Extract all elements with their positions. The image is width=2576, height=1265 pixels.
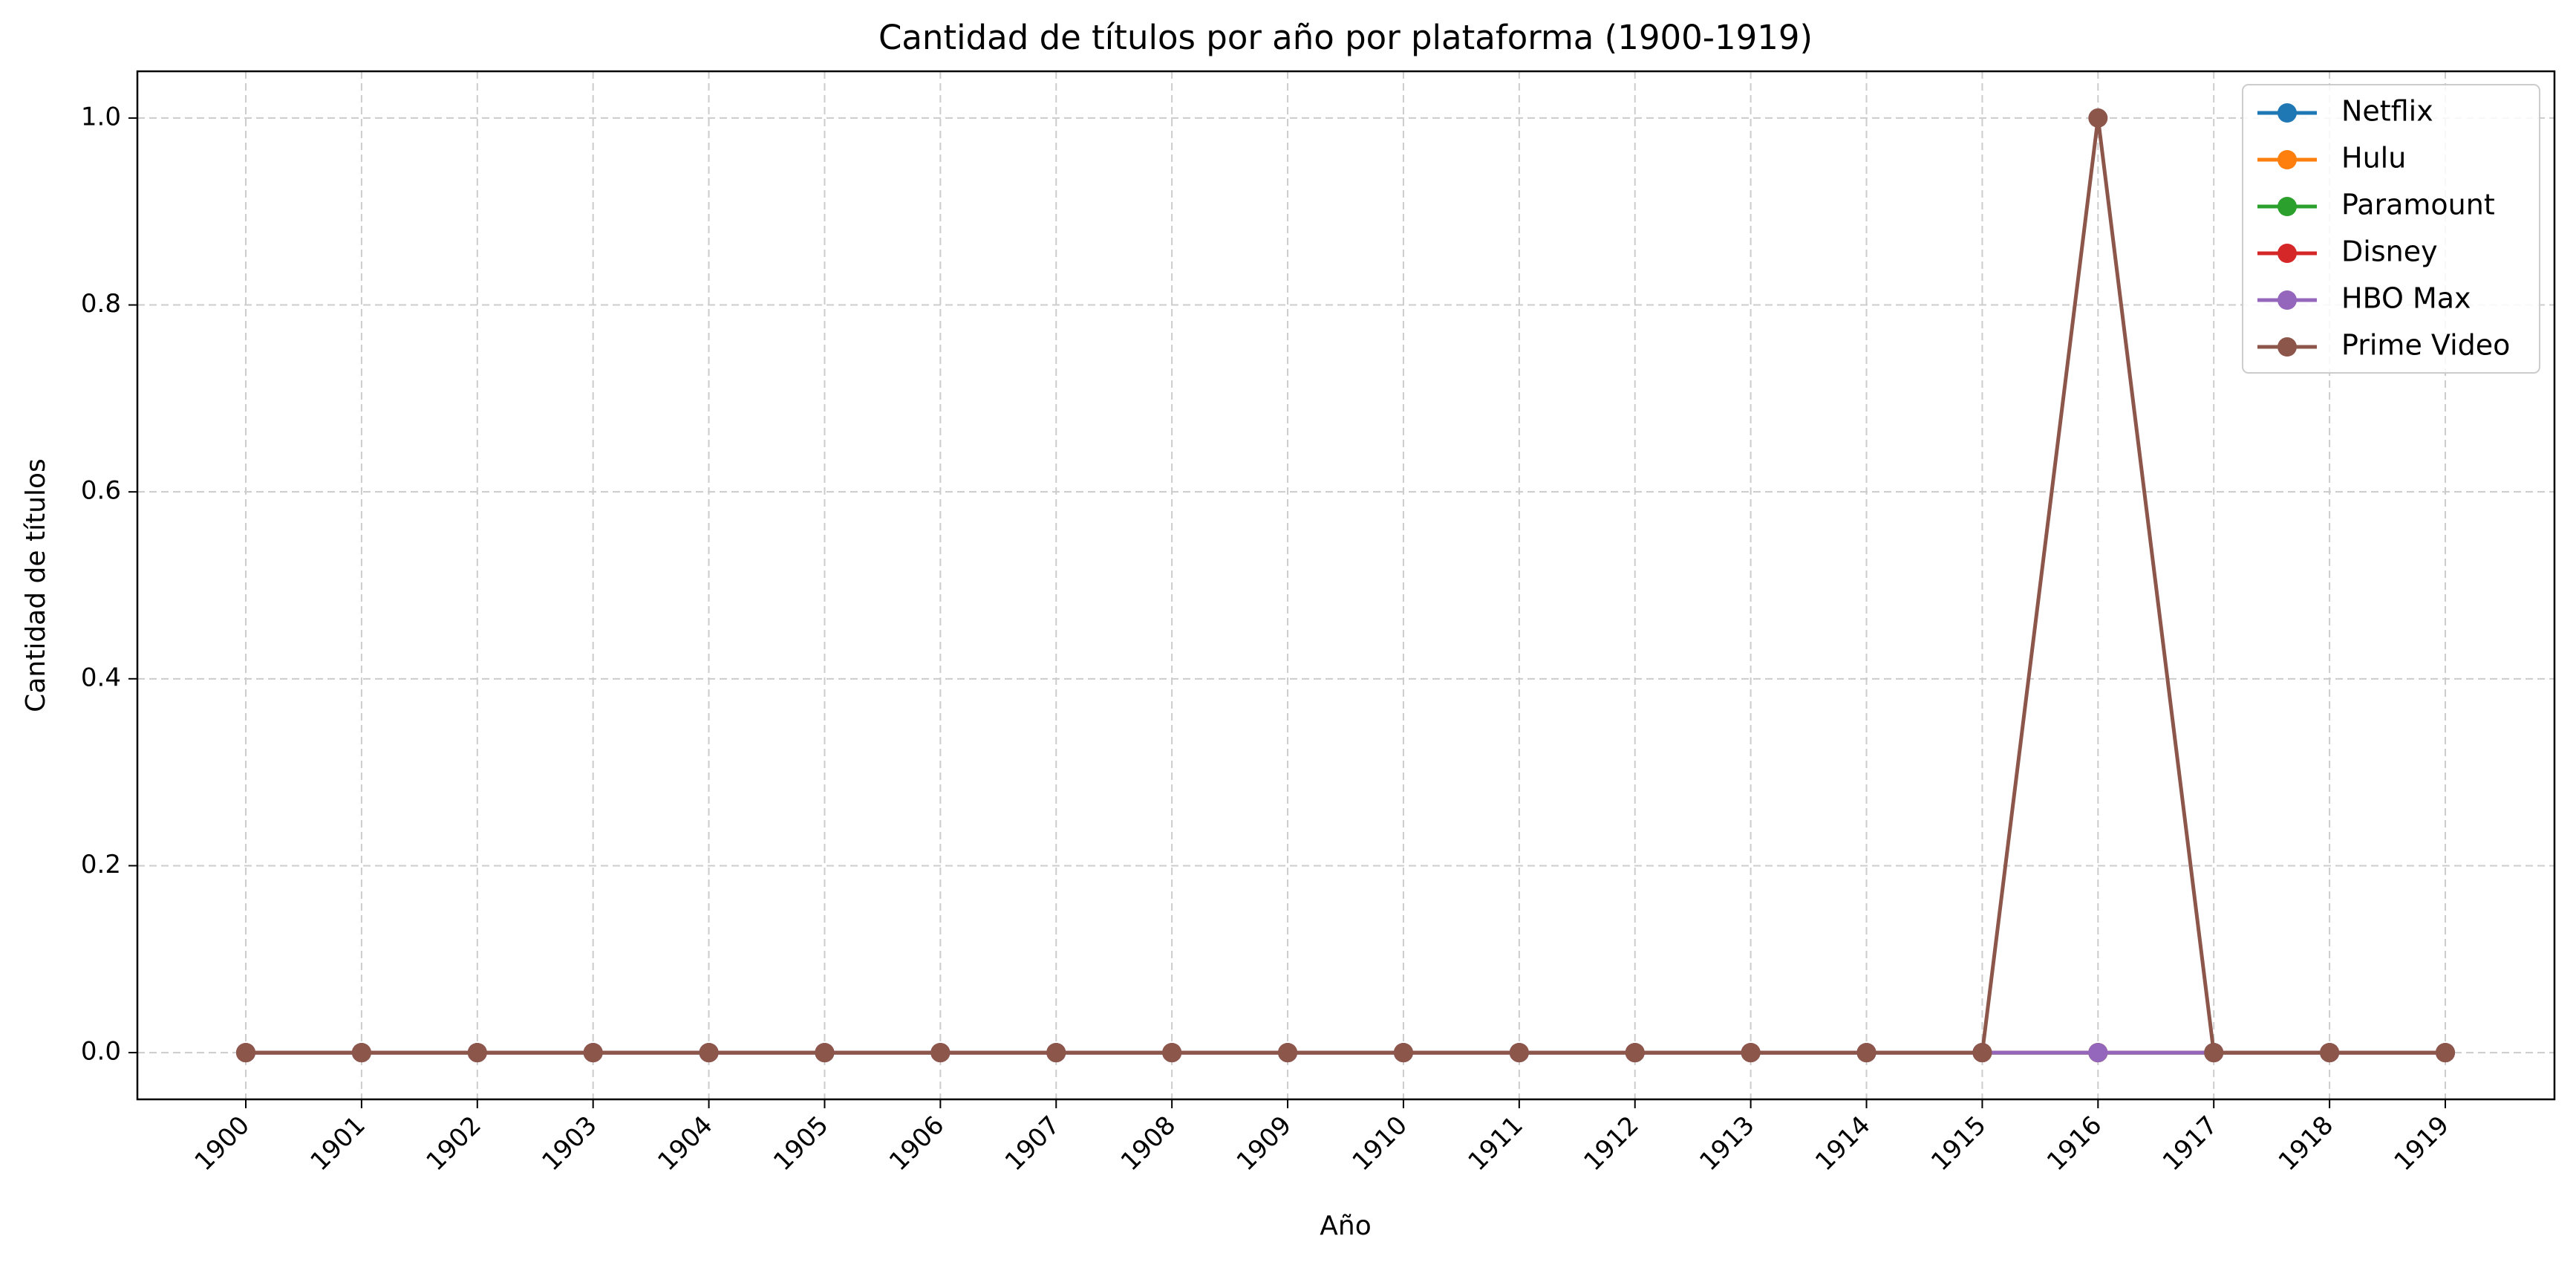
legend-swatch-marker bbox=[2277, 103, 2297, 123]
legend-swatch-marker bbox=[2277, 244, 2297, 263]
legend-label: Hulu bbox=[2341, 142, 2406, 175]
legend-swatch-marker bbox=[2277, 290, 2297, 310]
data-point bbox=[583, 1043, 603, 1063]
data-point bbox=[2320, 1043, 2340, 1063]
chart-title: Cantidad de títulos por año por platafor… bbox=[878, 18, 1813, 57]
legend-label: Paramount bbox=[2341, 189, 2495, 221]
y-tick-label: 0.0 bbox=[81, 1037, 121, 1067]
legend-label: Prime Video bbox=[2341, 329, 2510, 362]
data-point bbox=[699, 1043, 719, 1063]
data-point bbox=[2436, 1043, 2455, 1063]
plot-frame bbox=[136, 70, 2556, 1101]
legend-swatch-marker bbox=[2277, 337, 2297, 357]
data-point bbox=[1278, 1043, 1298, 1063]
data-point bbox=[2088, 1043, 2108, 1063]
series-group bbox=[236, 108, 2455, 1063]
data-point bbox=[351, 1043, 371, 1063]
y-tick-label: 1.0 bbox=[81, 102, 121, 131]
y-axis-label: Cantidad de títulos bbox=[21, 458, 51, 712]
y-axis: 0.0 0.2 0.4 0.6 0.8 1.0 bbox=[81, 102, 137, 1067]
legend-label: Disney bbox=[2341, 235, 2438, 268]
y-tick-label: 0.8 bbox=[81, 289, 121, 319]
x-axis-label: Año bbox=[1320, 1211, 1371, 1241]
legend-swatch-marker bbox=[2277, 150, 2297, 169]
legend: Netflix Hulu Paramount Disney HBO Max Prime V… bbox=[2242, 84, 2540, 374]
data-point bbox=[1046, 1043, 1066, 1063]
y-tick-label: 0.2 bbox=[81, 850, 121, 879]
data-point bbox=[236, 1043, 255, 1063]
series-line bbox=[246, 116, 2445, 1055]
data-point bbox=[467, 1043, 487, 1063]
data-point bbox=[930, 1043, 950, 1063]
data-point bbox=[1393, 1043, 1413, 1063]
data-point bbox=[1741, 1043, 1761, 1063]
data-point bbox=[1162, 1043, 1182, 1063]
data-point bbox=[815, 1043, 835, 1063]
legend-label: Netflix bbox=[2341, 95, 2433, 128]
y-tick-label: 0.6 bbox=[81, 476, 121, 506]
y-tick-label: 0.4 bbox=[81, 663, 121, 692]
legend-swatch-marker bbox=[2277, 197, 2297, 216]
data-point bbox=[1509, 1043, 1529, 1063]
data-point bbox=[2088, 108, 2108, 128]
legend-label: HBO Max bbox=[2341, 282, 2471, 315]
data-point bbox=[1972, 1043, 1992, 1063]
data-point bbox=[1856, 1043, 1876, 1063]
data-point bbox=[1625, 1043, 1645, 1063]
data-point bbox=[2204, 1043, 2224, 1063]
